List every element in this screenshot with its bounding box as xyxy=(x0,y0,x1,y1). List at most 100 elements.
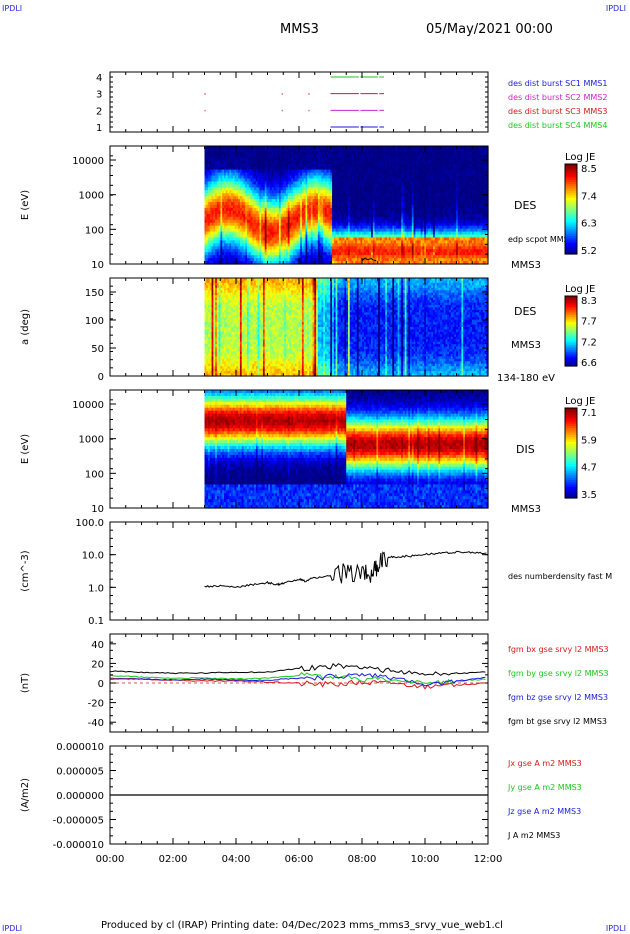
spectrogram-cell xyxy=(234,157,237,162)
spectrogram-cell xyxy=(326,169,330,174)
spectrogram-cell xyxy=(254,193,257,197)
spectrogram-cell xyxy=(273,246,276,250)
spectrogram-cell xyxy=(218,178,222,182)
spectrogram-cell xyxy=(245,172,248,177)
spectrogram-cell xyxy=(223,199,227,203)
spectrogram-cell xyxy=(261,213,264,218)
spectrogram-cell xyxy=(229,181,232,185)
spectrogram-cell xyxy=(298,225,301,230)
spectrogram-cell xyxy=(222,246,225,250)
spectrogram-cell xyxy=(282,193,285,197)
spectrogram-cell xyxy=(277,240,280,244)
spectrogram-cell xyxy=(346,255,349,259)
spectrogram-cell xyxy=(348,146,351,150)
spectrogram-cell xyxy=(323,154,326,159)
spectrogram-cell xyxy=(379,178,383,182)
spectrogram-cell xyxy=(294,196,298,200)
spectrogram-cell xyxy=(372,160,376,165)
spectrogram-cell xyxy=(252,175,255,180)
spectrogram-cell xyxy=(378,252,381,256)
spectrogram-cell xyxy=(392,246,395,250)
spectrogram-cell xyxy=(206,240,209,244)
spectrogram-cell xyxy=(296,190,300,194)
spectrogram-cell xyxy=(385,240,388,244)
spectrogram-cell xyxy=(376,234,379,239)
spectrogram-cell xyxy=(390,246,393,250)
spectrogram-cell xyxy=(339,187,342,191)
spectrogram-cell xyxy=(319,216,323,221)
spectrogram-cell xyxy=(248,237,252,241)
spectrogram-cell xyxy=(277,249,280,253)
spectrogram-cell xyxy=(371,246,374,250)
spectrogram-cell xyxy=(301,154,305,159)
spectrogram-cell xyxy=(371,213,374,218)
spectrogram-cell xyxy=(232,157,236,162)
spectrogram-cell xyxy=(317,240,321,244)
spectrogram-cell xyxy=(319,181,323,185)
spectrogram-cell xyxy=(241,222,245,227)
spectrogram-cell xyxy=(289,184,292,188)
spectrogram-cell xyxy=(229,157,232,162)
spectrogram-cell xyxy=(402,228,406,233)
spectrogram-cell xyxy=(401,166,404,171)
spectrogram-cell xyxy=(388,178,392,182)
spectrogram-cell xyxy=(204,202,207,206)
spectrogram-cell xyxy=(307,151,310,156)
spectrogram-cell xyxy=(358,243,362,247)
spectrogram-cell xyxy=(259,225,262,230)
spectrogram-cell xyxy=(261,240,264,244)
spectrogram-cell xyxy=(243,216,246,221)
spectrogram-cell xyxy=(301,210,305,215)
spectrogram-cell xyxy=(392,148,395,153)
spectrogram-cell xyxy=(216,178,220,182)
spectrogram-cell xyxy=(395,175,399,180)
spectrogram-cell xyxy=(312,258,315,262)
spectrogram-cell xyxy=(310,184,314,188)
spectrogram-cell xyxy=(254,210,257,215)
spectrogram-cell xyxy=(243,151,246,156)
spectrogram-cell xyxy=(248,255,252,259)
spectrogram-cell xyxy=(324,199,328,203)
spectrogram-cell xyxy=(243,225,246,230)
spectrogram-cell xyxy=(227,219,230,224)
spectrogram-cell xyxy=(238,151,241,156)
spectrogram-cell xyxy=(401,151,404,156)
spectrogram-cell xyxy=(209,199,213,203)
spectrogram-cell xyxy=(372,207,376,212)
spectrogram-cell xyxy=(234,249,237,253)
spectrogram-cell xyxy=(206,187,209,191)
spectrogram-cell xyxy=(301,193,305,197)
spectrogram-cell xyxy=(284,205,287,209)
spectrogram-cell xyxy=(321,166,324,171)
spectrogram-cell xyxy=(316,202,319,206)
spectrogram-cell xyxy=(333,151,337,156)
spectrogram-cell xyxy=(356,187,360,191)
spectrogram-cell xyxy=(254,202,257,206)
spectrogram-cell xyxy=(236,184,239,188)
spectrogram-cell xyxy=(277,255,280,259)
spectrogram-cell xyxy=(271,193,275,197)
spectrogram-cell xyxy=(312,178,315,182)
spectrogram-cell xyxy=(271,157,275,162)
spectrogram-cell xyxy=(248,258,252,262)
spectrogram-cell xyxy=(392,196,395,200)
spectrogram-cell xyxy=(314,146,317,150)
spectrogram-cell xyxy=(379,199,383,203)
spectrogram-cell xyxy=(222,166,225,171)
spectrogram-cell xyxy=(326,178,330,182)
spectrogram-cell xyxy=(358,172,362,177)
spectrogram-cell xyxy=(372,210,376,215)
spectrogram-cell xyxy=(245,249,248,253)
spectrogram-cell xyxy=(271,199,275,203)
spectrogram-cell xyxy=(280,252,284,256)
spectrogram-cell xyxy=(379,255,383,259)
spectrogram-cell xyxy=(255,202,259,206)
spectrogram-cell xyxy=(374,261,377,265)
spectrogram-cell xyxy=(385,261,388,265)
spectrogram-cell xyxy=(323,190,326,194)
spectrogram-cell xyxy=(257,237,261,241)
spectrogram-cell xyxy=(330,210,333,215)
spacecraft-title: MMS3 xyxy=(280,22,319,37)
spectrogram-cell xyxy=(270,202,273,206)
spectrogram-cell xyxy=(215,190,218,194)
